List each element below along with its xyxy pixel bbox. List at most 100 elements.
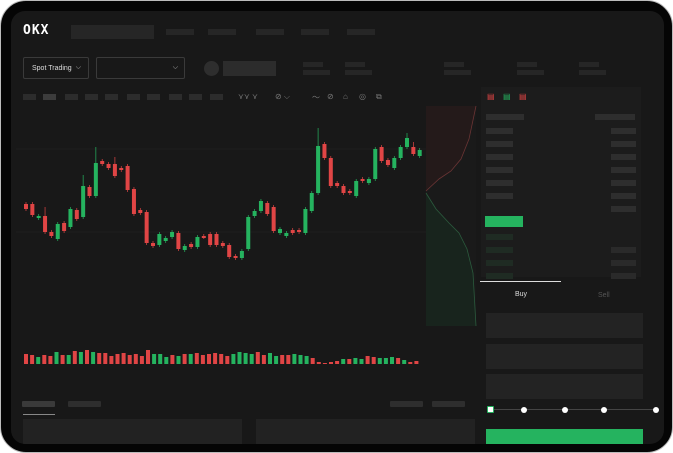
buy-button[interactable] xyxy=(486,429,643,444)
volume-bar xyxy=(158,354,163,364)
candle xyxy=(411,147,416,154)
candle xyxy=(246,217,251,249)
ask-price xyxy=(486,128,513,134)
stat-label xyxy=(345,62,365,67)
volume-bar xyxy=(249,354,254,364)
timeframe-button[interactable] xyxy=(147,94,160,100)
timeframe-button[interactable] xyxy=(169,94,182,100)
volume-bar xyxy=(78,352,83,364)
search-bar[interactable] xyxy=(71,25,154,39)
candle xyxy=(87,187,92,196)
timeframe-button[interactable] xyxy=(85,94,98,100)
candle xyxy=(81,186,86,217)
stat-value xyxy=(444,70,471,75)
bid-price xyxy=(486,247,513,253)
pair-select[interactable]: ⌵ xyxy=(96,57,185,79)
nav-item[interactable] xyxy=(301,29,329,35)
candle xyxy=(30,204,35,215)
candle xyxy=(106,164,111,168)
timeframe-button[interactable] xyxy=(105,94,118,100)
tab-sell[interactable]: Sell xyxy=(598,292,610,299)
volume-bar xyxy=(54,352,59,364)
timeframe-button[interactable] xyxy=(23,94,36,100)
price-display xyxy=(223,61,276,76)
candle xyxy=(233,256,238,258)
amount-input[interactable] xyxy=(486,344,643,369)
slider-step[interactable] xyxy=(601,407,607,413)
volume-bar xyxy=(48,356,53,364)
timeframe-button[interactable] xyxy=(210,94,223,100)
volume-bar xyxy=(243,353,248,364)
orderbook-sell-icon[interactable]: ▤ xyxy=(519,92,527,101)
orderbook-buy-icon[interactable]: ▤ xyxy=(503,92,511,101)
candle xyxy=(201,236,206,238)
okx-logo[interactable]: OKX xyxy=(23,23,50,38)
tab-buy[interactable]: Buy xyxy=(515,291,528,298)
stat-label xyxy=(303,62,323,67)
candle xyxy=(392,158,397,168)
ask-amount xyxy=(611,193,636,199)
ask-price xyxy=(486,167,513,173)
market-type-select[interactable]: Spot Trading ⌵ xyxy=(23,57,89,79)
chevron-down-icon: ⌵ xyxy=(172,64,178,71)
bottom-action[interactable] xyxy=(432,401,465,407)
circle-icon[interactable]: ◎ xyxy=(359,92,366,101)
bottom-action[interactable] xyxy=(390,401,423,407)
candle xyxy=(176,233,181,249)
candle xyxy=(252,211,257,216)
app-screen: OKX Spot Trading ⌵ ⌵ ⋎⋎ ⋎ ⊘ ⌵ 〜 ⊘ ⌂ ◎ ⧉ ▤… xyxy=(11,11,664,444)
bid-price xyxy=(486,234,513,240)
candle xyxy=(303,209,308,233)
volume-bar xyxy=(347,359,352,364)
line-icon[interactable]: 〜 xyxy=(312,93,320,102)
candle xyxy=(398,147,403,158)
nav-item[interactable] xyxy=(347,29,375,35)
indicator-icon[interactable]: ⋎⋎ ⋎ xyxy=(238,92,258,101)
bid-amount xyxy=(611,273,636,279)
candle xyxy=(360,179,365,181)
nav-item[interactable] xyxy=(256,29,284,35)
volume-bar xyxy=(207,354,211,364)
slider-handle[interactable] xyxy=(487,406,494,413)
candle xyxy=(195,237,200,247)
candle xyxy=(151,243,155,246)
column-header xyxy=(486,114,524,120)
timeframe-button[interactable] xyxy=(43,94,56,100)
price-input[interactable] xyxy=(486,313,643,338)
nav-item[interactable] xyxy=(166,29,194,35)
volume-bar xyxy=(383,358,388,364)
slider-step[interactable] xyxy=(653,407,659,413)
tab-open-orders[interactable] xyxy=(22,401,55,407)
slider-step[interactable] xyxy=(562,407,568,413)
pen-icon[interactable]: ⊘ xyxy=(327,92,334,101)
volume-bar xyxy=(109,356,114,364)
volume-bar xyxy=(396,358,401,364)
nav-item[interactable] xyxy=(208,29,236,35)
tab-order-history[interactable] xyxy=(68,401,101,407)
slider-step[interactable] xyxy=(521,407,527,413)
candlestick-chart[interactable] xyxy=(11,11,481,371)
active-tab-indicator xyxy=(23,414,55,415)
expand-icon[interactable]: ⧉ xyxy=(376,92,382,101)
ask-amount xyxy=(611,128,636,134)
volume-bar xyxy=(371,357,376,364)
volume-bar xyxy=(329,362,333,364)
candle xyxy=(43,216,48,232)
timeframe-button[interactable] xyxy=(65,94,78,100)
magnet-icon[interactable]: ⌂ xyxy=(343,92,348,101)
timeframe-button[interactable] xyxy=(189,94,202,100)
total-input[interactable] xyxy=(486,374,643,399)
candle xyxy=(131,189,136,214)
candle xyxy=(112,164,117,176)
candle xyxy=(100,161,105,164)
candle xyxy=(366,179,371,183)
volume-bar xyxy=(170,355,175,364)
line-style-icon[interactable]: ⊘ ⌵ xyxy=(275,92,290,101)
market-type-label: Spot Trading xyxy=(32,64,72,72)
candle xyxy=(284,233,289,236)
active-tab-indicator xyxy=(480,281,561,282)
timeframe-button[interactable] xyxy=(127,94,140,100)
leverage-slider[interactable] xyxy=(491,409,656,410)
orderbook-both-icon[interactable]: ▤ xyxy=(487,92,495,101)
